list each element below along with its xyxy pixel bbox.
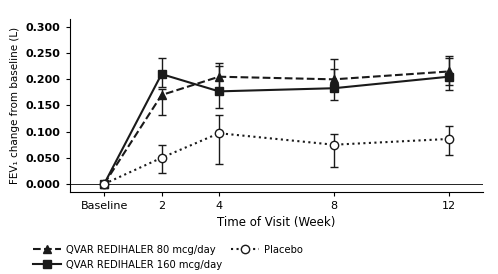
Y-axis label: FEV₁ change from baseline (L): FEV₁ change from baseline (L) xyxy=(10,27,20,184)
X-axis label: Time of Visit (Week): Time of Visit (Week) xyxy=(217,216,336,229)
Legend: QVAR REDIHALER 80 mcg/day, QVAR REDIHALER 160 mcg/day, Placebo: QVAR REDIHALER 80 mcg/day, QVAR REDIHALE… xyxy=(33,245,302,270)
